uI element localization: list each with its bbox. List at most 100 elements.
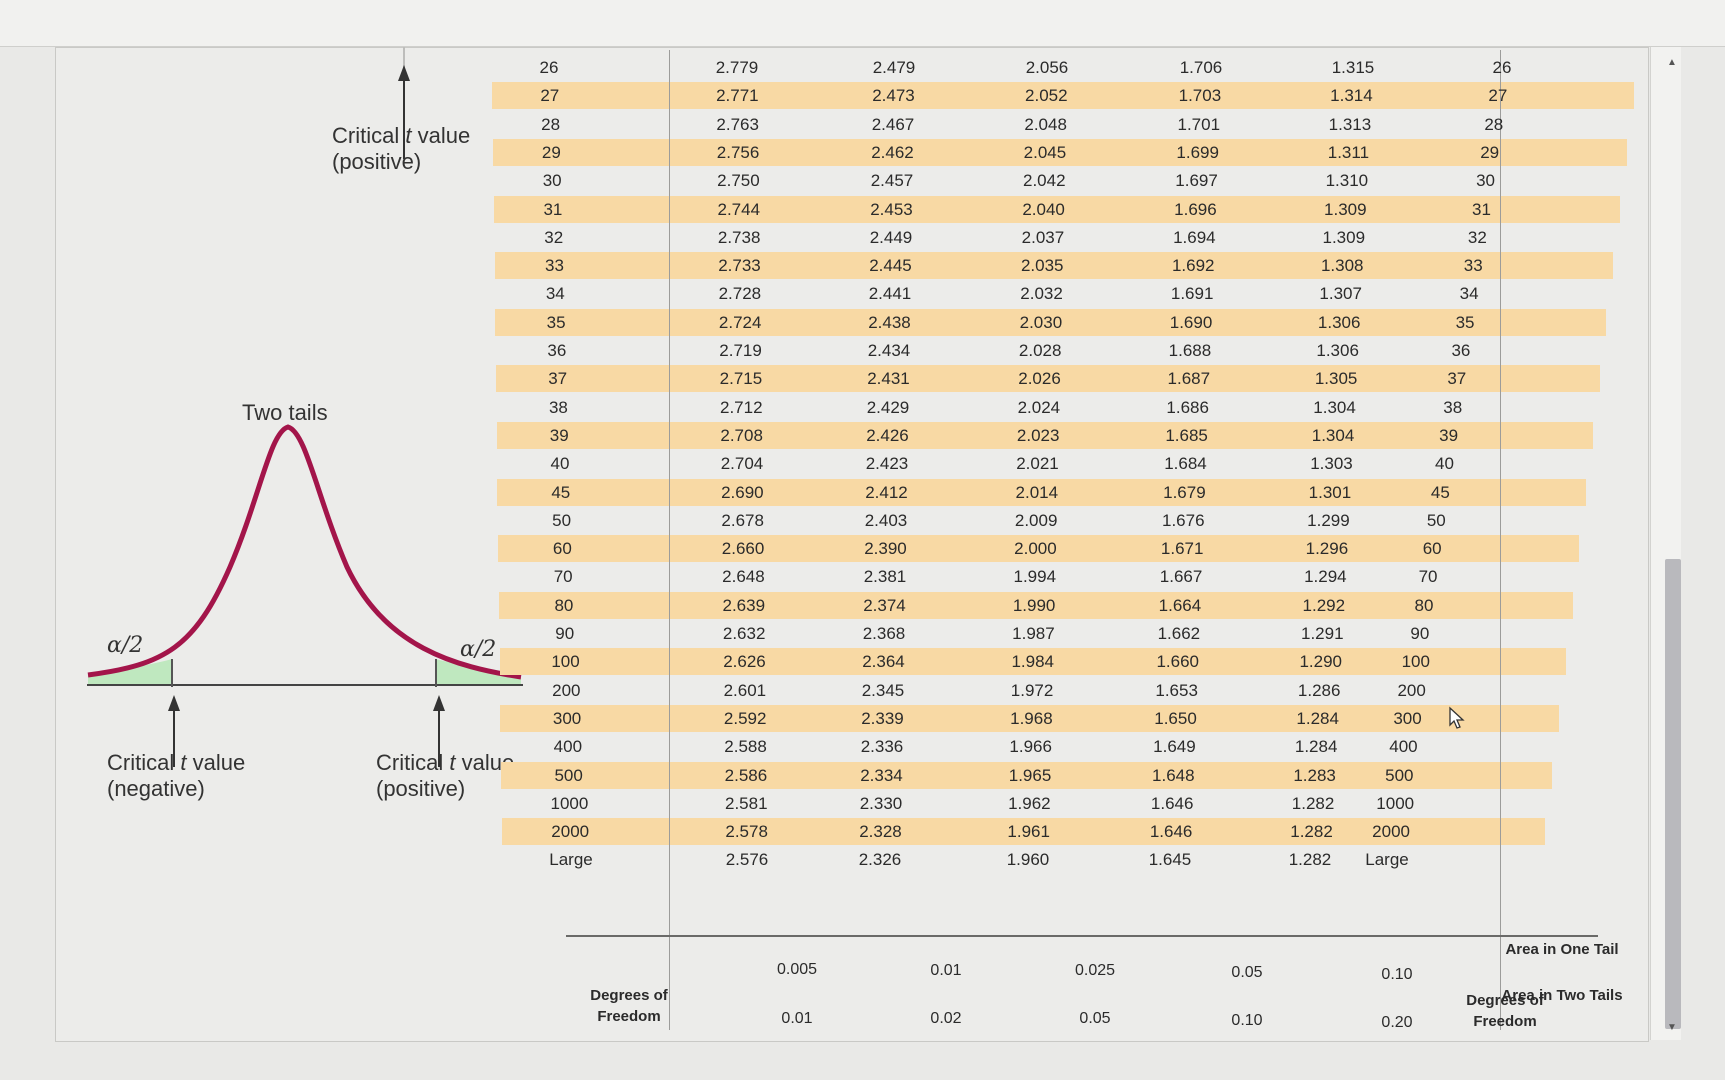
- value-cell: 1.994: [1013, 567, 1057, 587]
- df-cell: 35: [546, 312, 566, 332]
- df-cell: 37: [548, 369, 568, 389]
- value-cell: 1.304: [1311, 425, 1355, 445]
- value-cell: 1.294: [1304, 567, 1347, 587]
- value-cell: 2.719: [719, 341, 762, 360]
- vertical-scrollbar[interactable]: ▲ ▼: [1650, 47, 1681, 1040]
- value-cell: 2.345: [861, 680, 905, 700]
- value-cell: 1.309: [1322, 227, 1366, 247]
- value-cell: 2.042: [1023, 171, 1066, 191]
- one-tail-title: Area in One Tail: [1505, 941, 1619, 958]
- col-divider-right: [1500, 50, 1501, 1030]
- mouse-cursor-icon: [1449, 706, 1465, 729]
- value-cell: 2.690: [721, 482, 764, 502]
- value-cell: 2.632: [722, 624, 766, 643]
- df-cell-right: 35: [1455, 312, 1475, 332]
- two-tail-value: 0.05: [1079, 1010, 1111, 1027]
- df-cell: 38: [548, 397, 568, 417]
- value-cell: 1.684: [1164, 454, 1207, 474]
- value-cell: 2.449: [869, 227, 913, 247]
- t-distribution-svg: [87, 47, 523, 767]
- value-cell: 1.686: [1166, 397, 1209, 417]
- one-tail-value: 0.05: [1231, 964, 1263, 981]
- value-cell: 2.423: [865, 454, 909, 474]
- value-cell: 2.330: [859, 793, 903, 813]
- left-tail-area: [88, 659, 172, 685]
- value-cell: 1.292: [1302, 595, 1346, 615]
- top-critical-label: Critical t value (positive): [332, 123, 471, 174]
- value-cell: 1.960: [1006, 850, 1050, 870]
- df-cell: 300: [552, 708, 582, 728]
- df-cell-right: 2000: [1372, 822, 1410, 842]
- right-alpha-label: α/2: [460, 637, 497, 662]
- df-cell: 500: [554, 765, 583, 785]
- scroll-down-arrow-icon[interactable]: ▼: [1667, 1022, 1677, 1033]
- right-tail-area: [435, 659, 521, 685]
- scroll-up-arrow-icon[interactable]: ▲: [1667, 57, 1677, 68]
- df-cell: 34: [545, 284, 565, 304]
- value-cell: 2.429: [866, 397, 910, 417]
- value-cell: 1.308: [1320, 256, 1364, 276]
- diagram-title: Two tails: [242, 400, 328, 425]
- value-cell: 1.645: [1148, 850, 1192, 870]
- scrollbar-thumb[interactable]: [1665, 559, 1681, 1029]
- value-cell: 2.040: [1022, 199, 1065, 219]
- value-cell: 2.750: [717, 171, 760, 191]
- table-row: [499, 648, 1566, 676]
- df-cell: 26: [539, 58, 559, 77]
- value-cell: 1.284: [1296, 708, 1339, 728]
- value-cell: 2.028: [1018, 341, 1062, 360]
- two-tail-value: 0.20: [1381, 1014, 1413, 1031]
- value-cell: 1.990: [1012, 595, 1056, 615]
- value-cell: 2.639: [722, 595, 766, 615]
- value-cell: 2.438: [868, 312, 911, 332]
- value-cell: 1.667: [1159, 567, 1203, 587]
- df-cell: 70: [553, 567, 573, 587]
- df-label-left: Degrees of Freedom: [590, 987, 668, 1025]
- one-tail-value: 0.01: [930, 962, 962, 979]
- value-cell: 2.473: [872, 86, 915, 106]
- df-cell: 27: [540, 86, 560, 106]
- value-cell: 1.646: [1149, 822, 1193, 842]
- value-cell: 2.431: [867, 369, 910, 389]
- value-cell: 1.650: [1154, 708, 1197, 728]
- value-cell: 1.984: [1011, 652, 1055, 672]
- value-cell: 2.056: [1025, 58, 1069, 77]
- value-cell: 2.030: [1019, 312, 1063, 332]
- value-cell: 2.724: [718, 312, 762, 332]
- value-cell: 2.578: [725, 822, 768, 842]
- df-cell-right: 28: [1484, 114, 1504, 134]
- value-cell: 2.032: [1020, 284, 1063, 304]
- value-cell: 1.968: [1010, 708, 1053, 728]
- neg-arrow-head: [168, 695, 180, 711]
- df-cell: 28: [541, 114, 561, 134]
- value-cell: 2.328: [859, 822, 902, 842]
- two-tails-title: Area in Two Tails: [1501, 987, 1623, 1004]
- one-tail-value: 0.025: [1074, 962, 1116, 979]
- df-cell: 45: [551, 482, 571, 502]
- value-cell: 2.601: [723, 680, 767, 700]
- value-cell: 2.744: [717, 199, 761, 219]
- value-cell: 2.626: [723, 652, 766, 672]
- value-cell: 1.306: [1317, 312, 1361, 332]
- table-row: [494, 252, 1614, 280]
- browser-top-strip: [0, 0, 1725, 47]
- value-cell: 2.712: [720, 397, 763, 417]
- df-cell-right: 400: [1389, 737, 1418, 757]
- value-cell: 1.972: [1010, 680, 1054, 700]
- df-label-right: Degrees of Freedom: [1466, 992, 1544, 1030]
- value-cell: 1.646: [1150, 793, 1194, 813]
- table-row: [498, 535, 1580, 563]
- value-cell: 2.434: [867, 341, 911, 360]
- two-tail-value: 0.02: [930, 1010, 962, 1027]
- df-cell-right: 80: [1414, 595, 1434, 615]
- df-cell-right: 32: [1467, 227, 1487, 247]
- value-cell: 2.592: [723, 708, 767, 728]
- two-tails-diagram: Critical t value (positive) Two tails α/…: [55, 47, 555, 1040]
- value-cell: 1.706: [1179, 58, 1223, 77]
- value-cell: 1.690: [1169, 312, 1213, 332]
- value-cell: 2.441: [868, 284, 912, 304]
- table-bottom-rule: [566, 935, 1598, 937]
- df-cell: 40: [550, 454, 570, 474]
- value-cell: 2.045: [1023, 142, 1067, 162]
- bell-curve: [87, 424, 522, 680]
